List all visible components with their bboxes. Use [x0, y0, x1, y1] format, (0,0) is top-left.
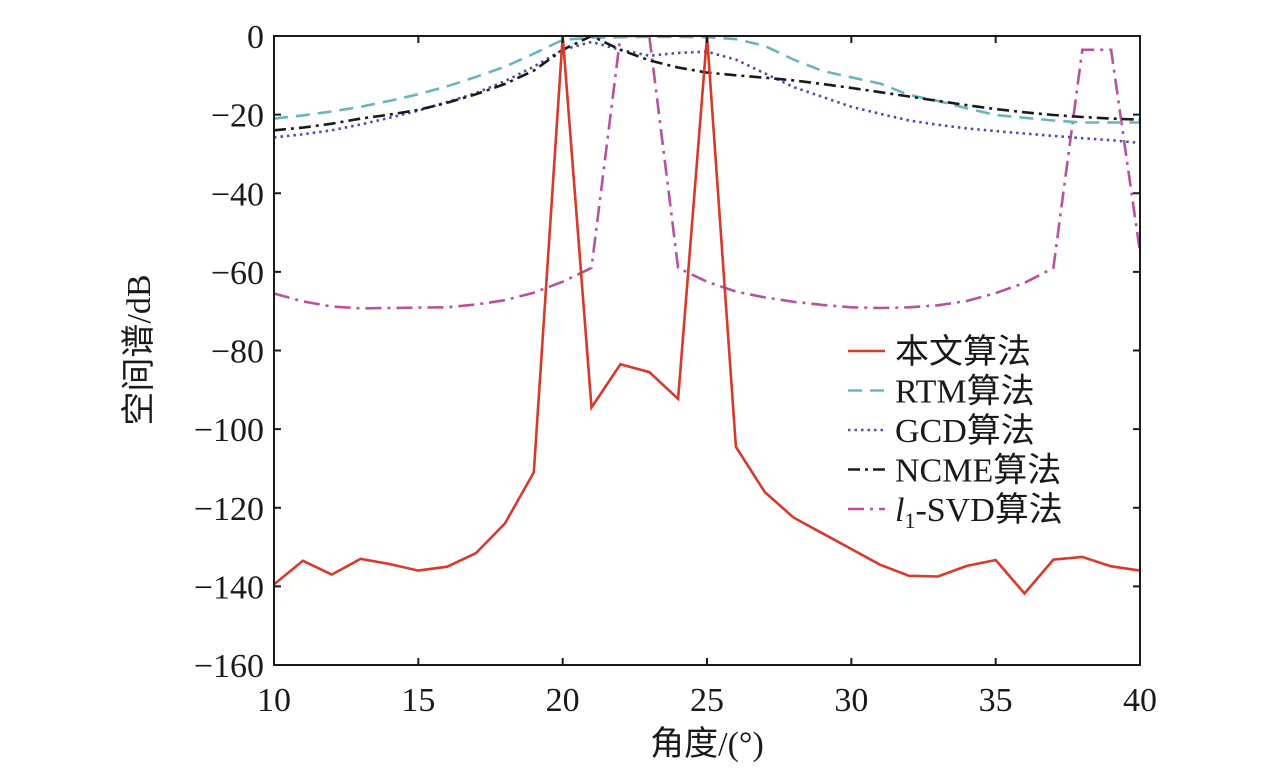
y-axis-title: 空间谱/dB [120, 274, 158, 425]
x-tick-label: 10 [257, 682, 291, 719]
y-axis: 0 −20 −40 −60 −80 −100 −120 −140 −160 [194, 19, 1140, 685]
legend-label: l1-SVD算法 [895, 491, 1063, 533]
legend-label: NCME算法 [895, 452, 1061, 490]
series-line [274, 36, 1140, 132]
x-tick-label: 25 [690, 682, 724, 719]
y-tick-label: −100 [194, 412, 264, 449]
x-tick-label: 20 [546, 682, 580, 719]
legend-label: RTM算法 [895, 373, 1035, 411]
legend-label: GCD算法 [895, 412, 1035, 450]
series-line [274, 40, 1140, 145]
x-tick-label: 40 [1123, 682, 1157, 719]
y-tick-label: −20 [211, 98, 264, 135]
x-axis: 10 15 20 25 30 35 40 [257, 36, 1157, 719]
series-line [274, 36, 1140, 596]
y-tick-label: −140 [194, 569, 264, 606]
y-tick-label: −40 [211, 176, 264, 213]
y-tick-label: −80 [211, 334, 264, 371]
x-tick-label: 35 [979, 682, 1013, 719]
y-tick-label: −60 [211, 255, 264, 292]
x-tick-label: 30 [834, 682, 868, 719]
x-tick-label: 15 [401, 682, 435, 719]
y-tick-label: 0 [247, 19, 264, 56]
x-axis-title: 角度/(°) [650, 725, 764, 763]
y-tick-label: −160 [194, 648, 264, 685]
legend-label: 本文算法 [895, 333, 1031, 371]
y-tick-label: −120 [194, 491, 264, 528]
series-line [274, 36, 1140, 310]
